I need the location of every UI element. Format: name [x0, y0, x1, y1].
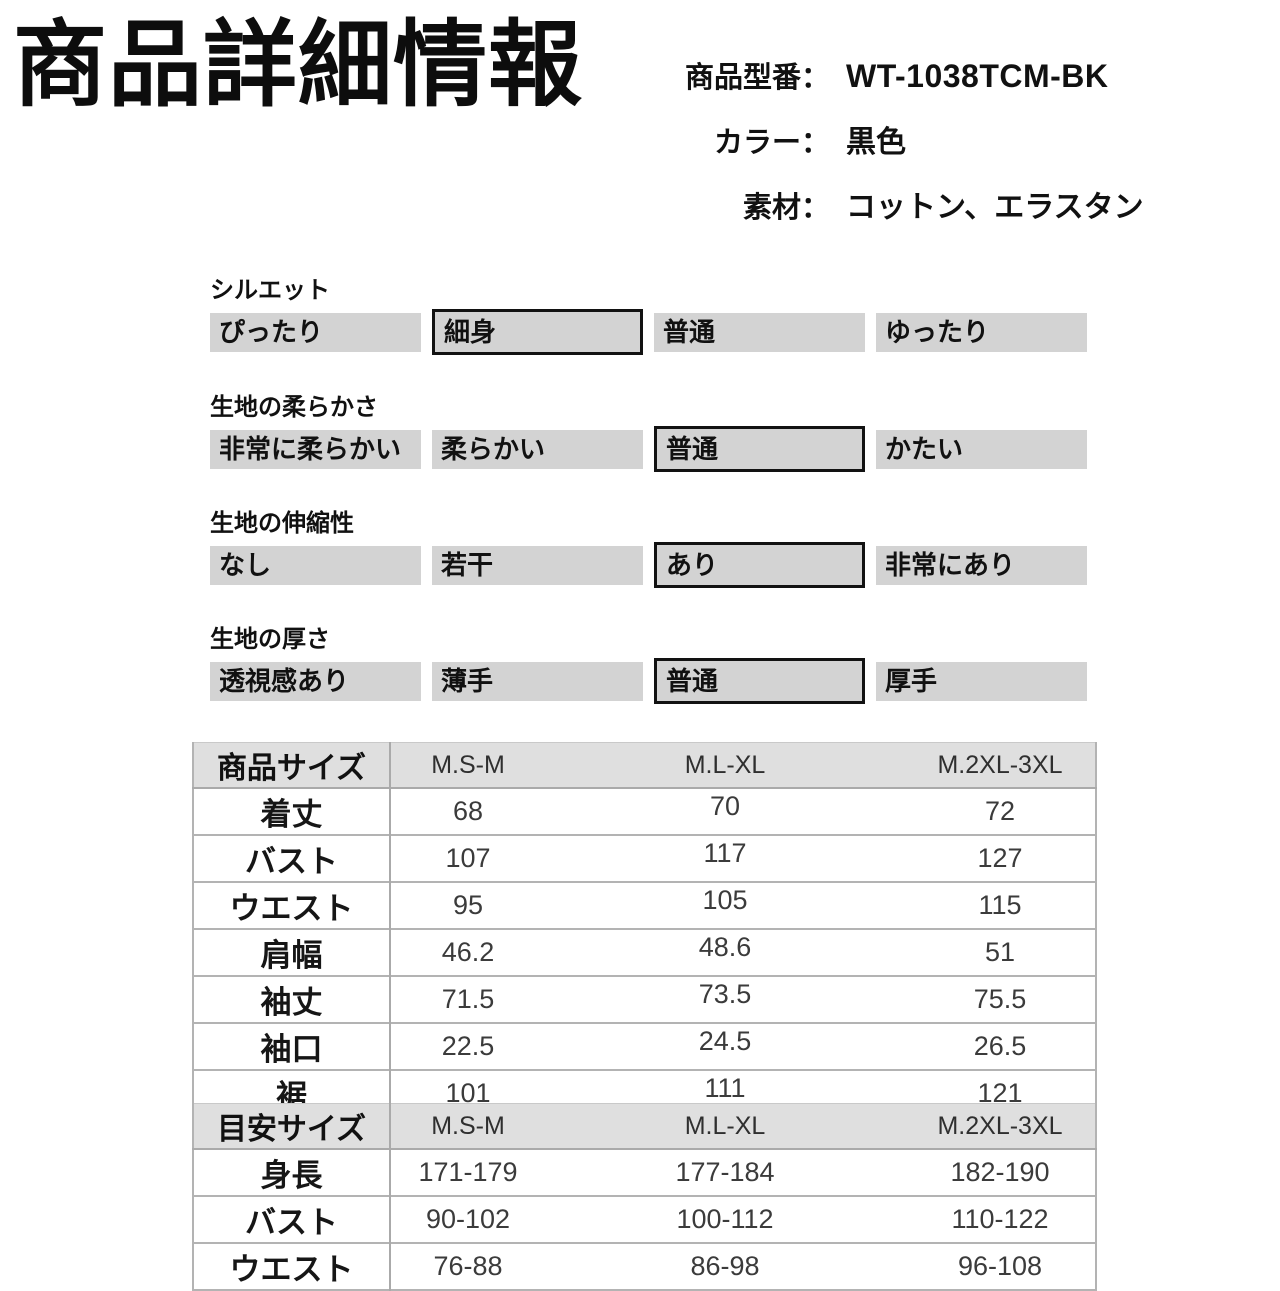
size-column-header: M.L-XL	[545, 1103, 905, 1150]
option-cell-selected: 細身	[432, 309, 643, 355]
reference-row-label: ウエスト	[193, 1242, 391, 1290]
attribute-scale: 非常に柔らかい 柔らかい 普通 かたい	[210, 426, 1090, 472]
option-cell: 柔らかい	[432, 429, 643, 469]
size-value-cell: 107	[390, 834, 545, 882]
attribute-scale: なし 若干 あり 非常にあり	[210, 542, 1090, 588]
attribute-label: 生地の伸縮性	[210, 510, 354, 537]
attribute-section-softness: 生地の柔らかさ 非常に柔らかい 柔らかい 普通 かたい	[210, 387, 1090, 472]
size-value-cell: 117	[545, 829, 905, 877]
size-value-cell: 71.5	[390, 975, 545, 1023]
size-column-header: M.L-XL	[545, 742, 905, 789]
size-row-label: ウエスト	[193, 881, 391, 929]
product-model-value: WT-1038TCM-BK	[846, 58, 1109, 94]
option-cell: 薄手	[432, 661, 643, 701]
table-row: 着丈 68 70 72	[193, 788, 1096, 835]
attribute-section-silhouette: シルエット ぴったり 細身 普通 ゆったり	[210, 270, 1090, 355]
product-model-row: 商品型番： WT-1038TCM-BK	[612, 54, 1232, 96]
option-cell: 厚手	[876, 661, 1087, 701]
product-info: 商品型番： WT-1038TCM-BK カラー： 黒色 素材： コットン、エラス…	[612, 54, 1232, 247]
product-material-value: コットン、エラスタン	[846, 191, 1144, 224]
option-cell: なし	[210, 545, 421, 585]
reference-row-label: バスト	[193, 1195, 391, 1243]
size-row-label: バスト	[193, 834, 391, 882]
size-value-cell: 73.5	[545, 970, 905, 1018]
reference-value-cell: 171-179	[418, 1157, 518, 1187]
product-material-row: 素材： コットン、エラスタン	[612, 182, 1232, 226]
option-cell: 非常に柔らかい	[210, 429, 421, 469]
size-value-cell: 70	[709, 791, 741, 821]
attribute-label: シルエット	[210, 277, 330, 304]
table-row: 肩幅 46.2 48.6 51	[193, 923, 1096, 976]
size-row-label: 肩幅	[193, 928, 391, 976]
reference-value-cell: 76-88	[390, 1242, 545, 1290]
size-value-cell: 51	[905, 928, 1096, 976]
reference-value-cell: 100-112	[545, 1195, 905, 1243]
reference-value-cell: 177-184	[675, 1157, 775, 1187]
size-value-cell: 95	[390, 881, 545, 929]
size-value-cell: 105	[545, 876, 905, 924]
option-cell: 透視感あり	[210, 661, 421, 701]
table-row: 袖口 22.5 24.5 26.5	[193, 1017, 1096, 1070]
attribute-label: 生地の柔らかさ	[210, 394, 378, 421]
size-table-header-row: 商品サイズ M.S-M M.L-XL M.2XL-3XL	[193, 742, 1096, 789]
size-value-cell: 22.5	[390, 1022, 545, 1070]
size-value-cell: 46.2	[390, 928, 545, 976]
product-color-row: カラー： 黒色	[612, 117, 1232, 161]
table-row: 身長 171-179 177-184 182-190	[193, 1149, 1096, 1196]
reference-size-table: 目安サイズ M.S-M M.L-XL M.2XL-3XL 身長 171-179 …	[192, 1103, 1097, 1291]
table-row: バスト 107 117 127	[193, 829, 1096, 882]
option-cell-selected: 普通	[654, 658, 865, 704]
attribute-scale: ぴったり 細身 普通 ゆったり	[210, 309, 1090, 355]
reference-value-cell: 86-98	[545, 1242, 905, 1290]
reference-row-label: 身長	[193, 1149, 391, 1196]
table-row: 裾 101 111 121	[193, 1064, 1096, 1117]
option-cell: ぴったり	[210, 312, 421, 352]
size-value-cell: 24.5	[545, 1017, 905, 1065]
option-cell-selected: あり	[654, 542, 865, 588]
reference-value-cell: 182-190	[950, 1157, 1050, 1187]
option-cell: 若干	[432, 545, 643, 585]
option-cell: 普通	[654, 312, 865, 352]
option-cell: かたい	[876, 429, 1087, 469]
attribute-scale: 透視感あり 薄手 普通 厚手	[210, 658, 1090, 704]
table-row: バスト 90-102 100-112 110-122	[193, 1195, 1096, 1243]
product-color-value: 黒色	[846, 126, 906, 159]
size-row-label: 袖丈	[193, 975, 391, 1023]
product-material-label: 素材：	[742, 192, 830, 224]
reference-value-cell: 96-108	[905, 1242, 1096, 1290]
page-title: 商品詳細情報	[13, 12, 584, 117]
reference-value-cell: 90-102	[390, 1195, 545, 1243]
option-cell: 非常にあり	[876, 545, 1087, 585]
size-table-title: 商品サイズ	[193, 742, 391, 789]
table-row: 袖丈 71.5 73.5 75.5	[193, 970, 1096, 1023]
attribute-label: 生地の厚さ	[210, 626, 330, 653]
option-cell-selected: 普通	[654, 426, 865, 472]
size-column-header: M.2XL-3XL	[905, 1103, 1096, 1150]
reference-table-title: 目安サイズ	[193, 1103, 391, 1150]
size-row-label: 袖口	[193, 1022, 391, 1070]
size-column-header: M.S-M	[390, 1103, 545, 1150]
option-cell: ゆったり	[876, 312, 1087, 352]
table-row: ウエスト 76-88 86-98 96-108	[193, 1242, 1096, 1290]
product-model-label: 商品型番：	[684, 62, 830, 94]
attribute-section-thickness: 生地の厚さ 透視感あり 薄手 普通 厚手	[210, 619, 1090, 704]
product-size-table: 商品サイズ M.S-M M.L-XL M.2XL-3XL 着丈 68 70 72…	[192, 742, 1097, 1118]
product-color-label: カラー：	[713, 127, 830, 159]
size-column-header: M.2XL-3XL	[905, 742, 1096, 789]
size-value-cell: 115	[905, 881, 1096, 929]
reference-value-cell: 110-122	[905, 1195, 1096, 1243]
reference-table-header-row: 目安サイズ M.S-M M.L-XL M.2XL-3XL	[193, 1103, 1096, 1150]
size-value-cell: 75.5	[905, 975, 1096, 1023]
table-row: ウエスト 95 105 115	[193, 876, 1096, 929]
size-column-header: M.S-M	[390, 742, 545, 789]
size-value-cell: 127	[905, 834, 1096, 882]
size-value-cell: 48.6	[545, 923, 905, 971]
size-row-label: 着丈	[193, 788, 391, 835]
size-value-cell: 26.5	[905, 1022, 1096, 1070]
attribute-section-stretch: 生地の伸縮性 なし 若干 あり 非常にあり	[210, 503, 1090, 588]
size-value-cell: 72	[984, 796, 1016, 826]
size-value-cell: 68	[452, 796, 484, 826]
